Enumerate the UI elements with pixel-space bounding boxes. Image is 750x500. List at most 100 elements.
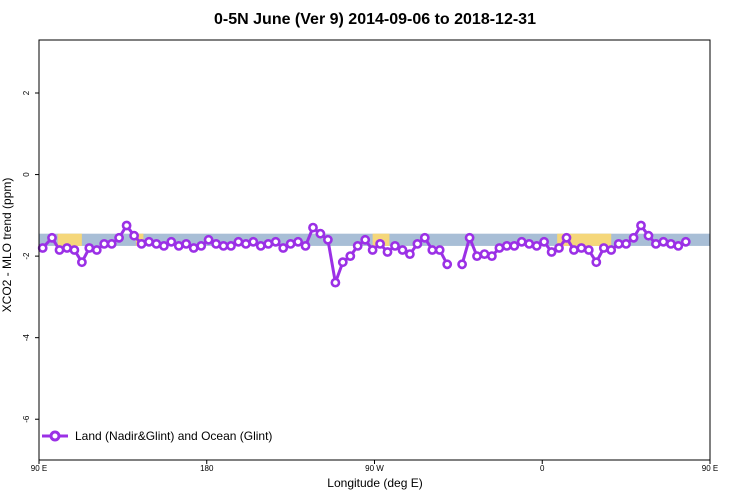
- data-point: [352, 240, 363, 251]
- y-tick-label: -6: [22, 415, 31, 423]
- data-point: [479, 249, 490, 259]
- data-point: [99, 238, 110, 249]
- data-point: [531, 240, 542, 251]
- data-point: [419, 232, 430, 243]
- data-point: [367, 245, 378, 255]
- data-point: [196, 240, 207, 251]
- data-point: [539, 236, 549, 247]
- data-point: [621, 238, 631, 249]
- data-point: [136, 238, 147, 249]
- x-tick-label: 90 W: [365, 464, 384, 473]
- y-axis: 2 0 -2 -4 -6: [22, 90, 39, 423]
- data-point: [509, 240, 520, 251]
- data-point: [121, 220, 132, 231]
- data-point: [404, 249, 415, 259]
- legend-marker-swatch: [49, 430, 61, 442]
- data-point: [524, 238, 535, 249]
- y-axis-label: XCO2 - MLO trend (ppm): [0, 178, 14, 313]
- data-point: [598, 243, 609, 253]
- data-point: [322, 234, 333, 245]
- land-band-segment: [57, 233, 82, 246]
- x-axis: 90 E 180 90 W 0 90 E: [31, 460, 718, 473]
- series-layer: [37, 220, 691, 288]
- data-point: [666, 238, 676, 249]
- data-point: [166, 236, 177, 247]
- data-point: [606, 245, 617, 255]
- data-point: [293, 236, 303, 247]
- data-point: [203, 234, 214, 245]
- y-tick-label: -2: [22, 252, 31, 260]
- data-point: [658, 236, 669, 247]
- data-point: [91, 245, 102, 255]
- data-point: [360, 234, 371, 245]
- data-point: [188, 243, 199, 253]
- data-point: [248, 236, 259, 247]
- data-point: [77, 257, 87, 268]
- data-point: [233, 236, 244, 247]
- data-point: [255, 240, 266, 251]
- data-point: [54, 245, 65, 255]
- data-point: [464, 232, 475, 243]
- data-point: [106, 238, 117, 249]
- data-point: [315, 228, 326, 239]
- data-point: [330, 277, 341, 288]
- data-point: [516, 236, 527, 247]
- data-point: [84, 243, 95, 253]
- data-point: [457, 259, 467, 270]
- data-point: [554, 243, 564, 253]
- data-point: [114, 232, 124, 243]
- data-point: [270, 236, 281, 247]
- data-point: [37, 243, 48, 253]
- chart-title: 0-5N June (Ver 9) 2014-09-06 to 2018-12-…: [214, 11, 536, 28]
- data-point: [501, 240, 512, 251]
- data-point: [226, 240, 236, 251]
- data-point: [211, 238, 221, 249]
- x-tick-label: 90 E: [31, 464, 47, 473]
- data-point: [680, 236, 691, 247]
- data-point: [62, 243, 72, 253]
- data-point: [308, 222, 318, 233]
- data-point: [300, 240, 311, 251]
- data-point: [486, 251, 497, 261]
- data-point: [576, 243, 587, 253]
- x-axis-label: Longitude (deg E): [327, 476, 422, 490]
- data-point: [472, 251, 482, 261]
- data-point: [434, 245, 445, 255]
- x-tick-label: 180: [200, 464, 214, 473]
- data-point: [173, 240, 184, 251]
- x-tick-label: 0: [540, 464, 545, 473]
- data-point: [375, 238, 385, 249]
- data-point: [158, 240, 169, 251]
- data-point: [546, 247, 557, 257]
- data-point: [583, 245, 594, 255]
- y-tick-label: 0: [22, 172, 31, 177]
- data-point: [561, 232, 572, 243]
- data-point: [651, 238, 661, 249]
- x-tick-label: 90 E: [702, 464, 718, 473]
- data-point: [218, 240, 229, 251]
- data-point: [151, 238, 162, 249]
- legend-label: Land (Nadir&Glint) and Ocean (Glint): [75, 429, 272, 443]
- y-tick-label: 2: [22, 90, 31, 95]
- data-point: [285, 238, 296, 249]
- data-point: [337, 257, 348, 268]
- data-point: [47, 232, 57, 243]
- data-point: [591, 257, 602, 268]
- y-tick-label: -4: [22, 334, 31, 342]
- data-point: [643, 230, 654, 241]
- data-point: [181, 238, 192, 249]
- legend: Land (Nadir&Glint) and Ocean (Glint): [42, 429, 272, 443]
- data-point: [636, 220, 646, 231]
- data-point: [628, 232, 639, 243]
- data-point: [69, 245, 80, 255]
- data-point: [442, 259, 453, 270]
- data-point: [569, 245, 579, 255]
- data-point: [397, 245, 408, 255]
- data-point: [673, 240, 684, 251]
- data-point: [345, 251, 356, 261]
- data-point: [129, 230, 139, 241]
- data-point: [390, 240, 400, 251]
- data-point: [412, 238, 423, 249]
- data-point: [382, 247, 393, 257]
